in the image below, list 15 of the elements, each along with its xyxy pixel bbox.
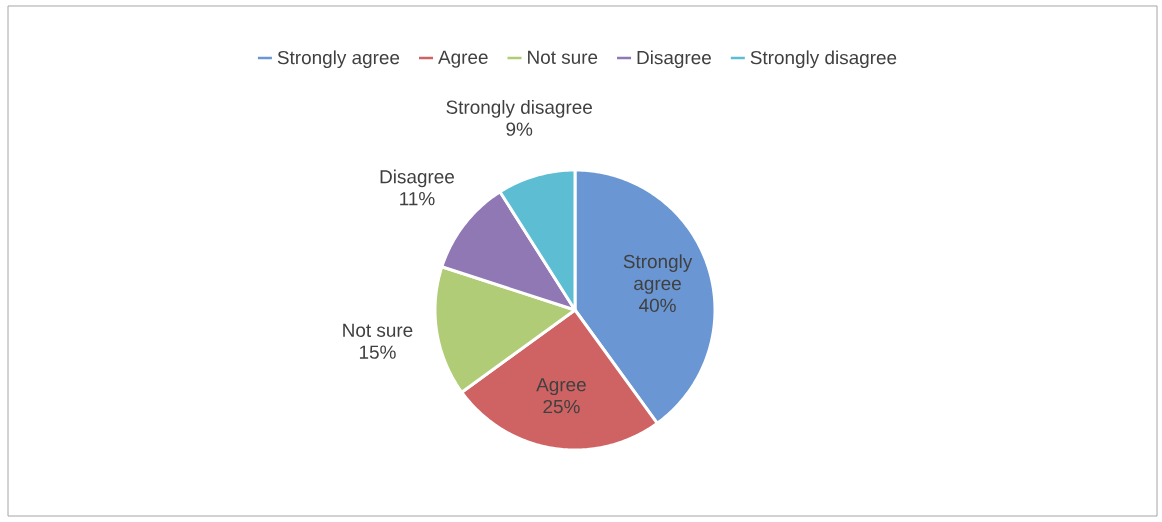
legend-label: Disagree bbox=[637, 50, 711, 69]
data-label: 15% bbox=[359, 345, 396, 359]
data-label: 40% bbox=[639, 298, 676, 313]
legend-label: Agree bbox=[438, 50, 488, 68]
legend-label: Not sure bbox=[528, 50, 598, 64]
slice-label: Not sure bbox=[343, 323, 413, 337]
data-label: 9% bbox=[506, 122, 533, 136]
data-label: 11% bbox=[400, 192, 435, 206]
slice-label: Disagree bbox=[380, 169, 454, 188]
legend-label: Strongly agree bbox=[277, 50, 400, 69]
slice-label: Strongly agree bbox=[623, 254, 693, 294]
data-label: 25% bbox=[543, 399, 580, 414]
legend-label: Strongly disagree bbox=[750, 50, 897, 69]
slice-label: Strongly disagree bbox=[446, 100, 592, 118]
slice-label: Agree bbox=[536, 378, 586, 396]
